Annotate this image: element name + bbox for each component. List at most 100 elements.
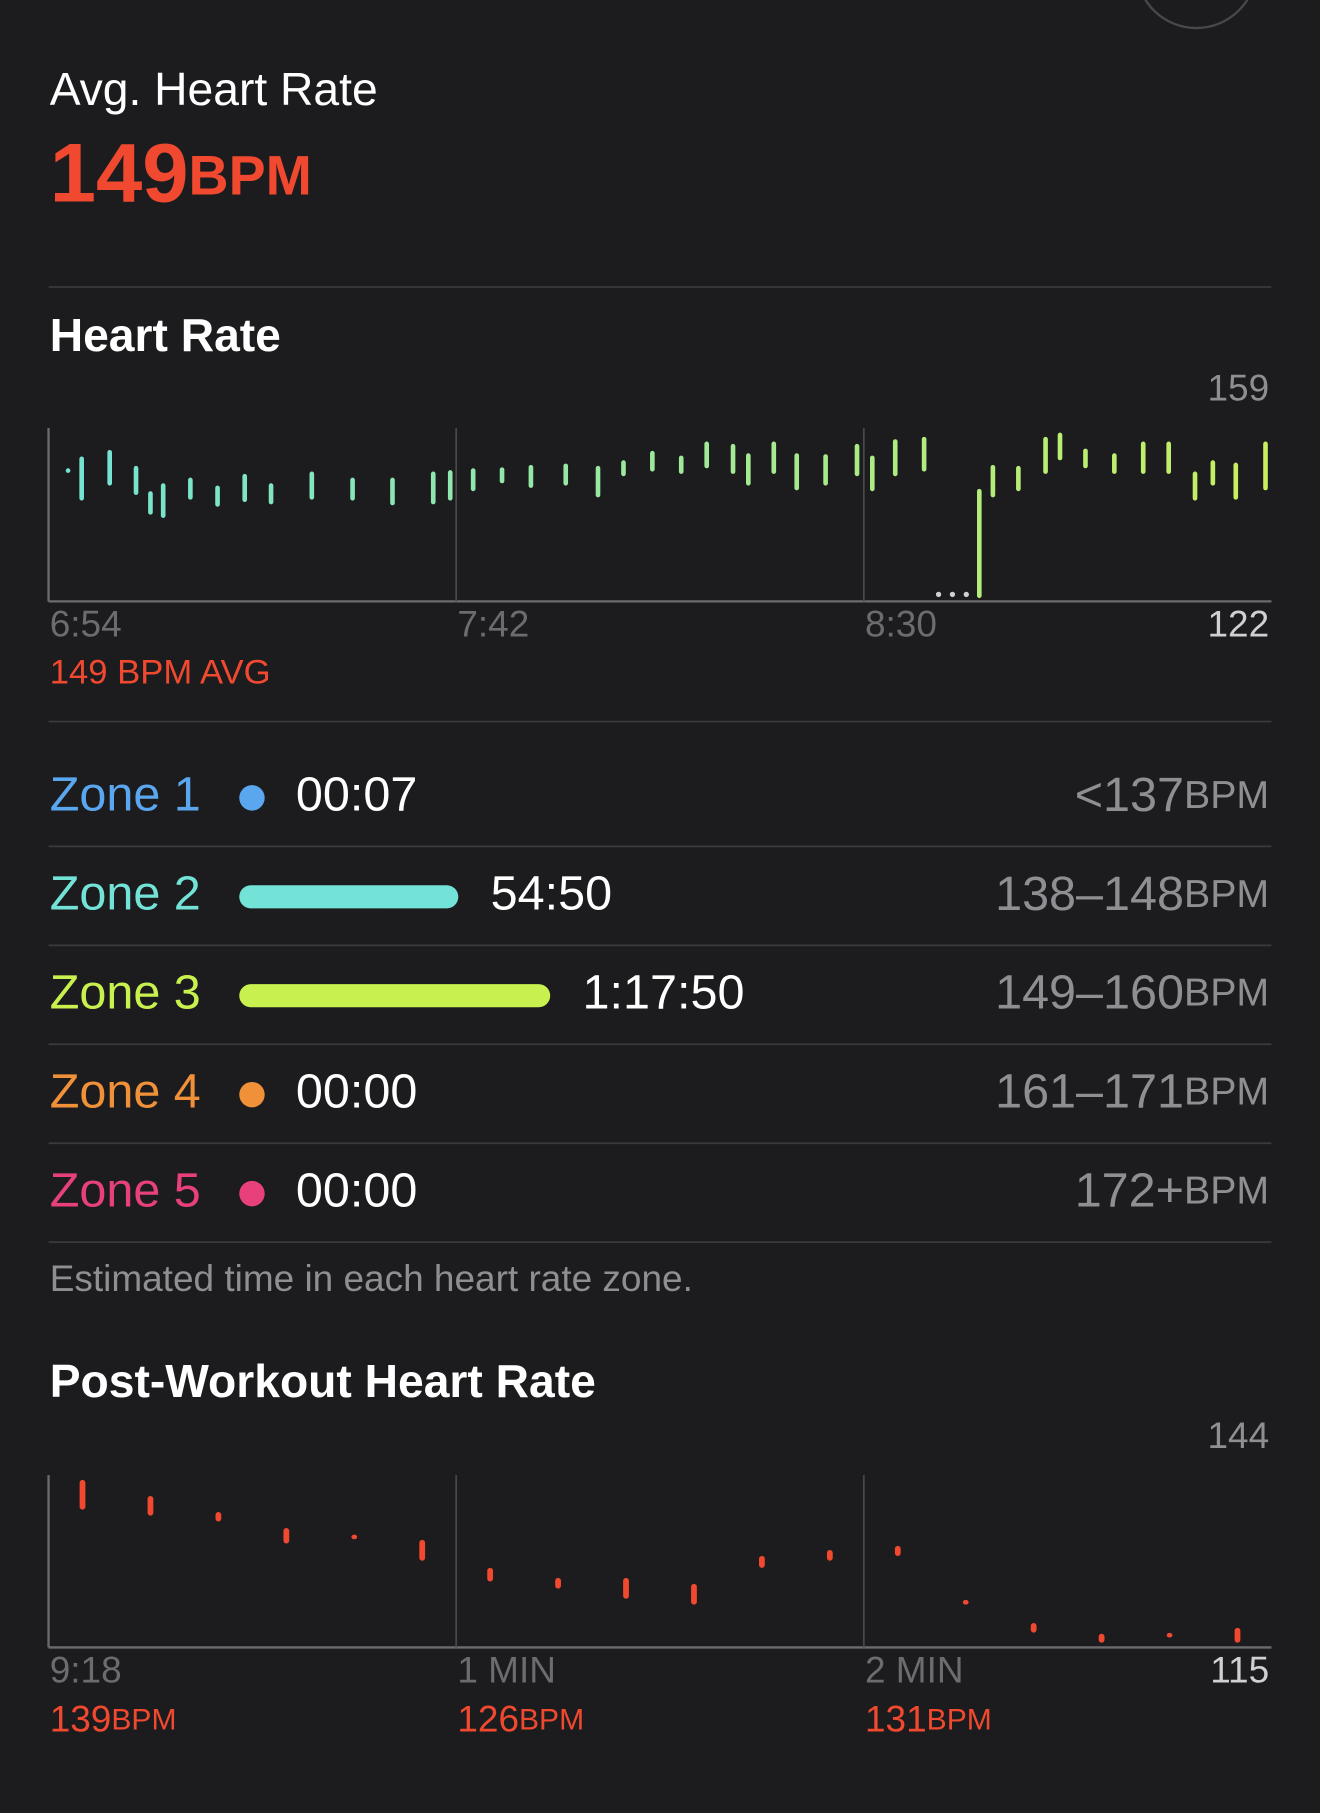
zone-time: 1:17:50 (583, 966, 745, 1020)
data-bar (990, 464, 996, 498)
data-bar (350, 477, 355, 501)
data-bar (691, 1583, 697, 1605)
y-tick-label: 115 (1210, 1650, 1269, 1691)
zone-name: Zone 5 (50, 1163, 201, 1217)
data-bar (730, 443, 736, 474)
data-bar (147, 1495, 154, 1516)
data-bar (1098, 1633, 1105, 1643)
data-bar (921, 436, 927, 472)
data-bar (65, 468, 71, 473)
data-bar (555, 1577, 561, 1589)
data-bar (623, 1577, 629, 1599)
data-bar (79, 456, 84, 501)
close-button[interactable] (1136, 0, 1256, 30)
data-bar (1016, 465, 1021, 492)
x-tick-label: 7:42 (457, 604, 529, 645)
tick-value-unit: BPM (111, 1703, 176, 1736)
tick-value-number: 139 (50, 1698, 112, 1739)
data-bar (1140, 441, 1146, 474)
y-tick-label: 122 (1207, 604, 1269, 645)
zone-dot (239, 785, 265, 811)
x-tick-label: 6:54 (50, 604, 122, 645)
data-bar (854, 443, 860, 477)
data-bar (79, 1479, 86, 1510)
tick-value-number: 126 (457, 1698, 519, 1739)
data-bar (1192, 471, 1198, 501)
x-tick-label: 9:18 (50, 1650, 122, 1691)
zone-range: 172+BPM (1075, 1163, 1269, 1217)
zone-bar (239, 885, 459, 909)
zone-time: 00:00 (296, 1065, 417, 1119)
x-tick-label: 8:30 (865, 604, 937, 645)
zone-range-unit: BPM (1184, 1169, 1269, 1213)
data-bar (215, 485, 220, 507)
data-bar (1043, 436, 1048, 474)
data-bar (563, 463, 569, 486)
zone-note: Estimated time in each heart rate zone. (50, 1258, 693, 1299)
data-bar (133, 465, 139, 495)
data-bar (759, 1555, 765, 1568)
x-tick-label: 2 MIN (865, 1650, 964, 1691)
data-bar (1234, 1627, 1241, 1643)
y-tick-label: 144 (1207, 1415, 1269, 1456)
data-bar (351, 1534, 358, 1540)
avg-unit: BPM (189, 144, 312, 206)
data-bar (309, 471, 315, 500)
zone-name: Zone 1 (50, 768, 201, 822)
data-bar (390, 477, 395, 506)
data-bar (794, 453, 800, 491)
data-bar (1233, 462, 1239, 500)
data-bar (242, 473, 248, 503)
data-bar (215, 1512, 222, 1522)
data-bar (419, 1539, 426, 1561)
data-bar (771, 441, 777, 474)
zone-dot (239, 1081, 265, 1108)
data-bar (447, 470, 453, 501)
x-tick-label: 1 MIN (457, 1650, 556, 1691)
zone-name: Zone 3 (50, 966, 201, 1020)
zone-range-value: 149–160 (995, 966, 1184, 1020)
data-bar (1166, 441, 1172, 474)
y-tick-label: 159 (1207, 368, 1269, 409)
data-bar (188, 477, 193, 500)
zone-range-unit: BPM (1184, 872, 1269, 916)
zone-range-unit: BPM (1184, 1070, 1269, 1114)
tick-value: 131BPM (865, 1698, 992, 1739)
data-bar (621, 460, 626, 477)
data-bar (1263, 441, 1268, 491)
data-bar (977, 488, 982, 599)
gap-dot (935, 591, 942, 598)
gap-dot (949, 591, 956, 598)
data-bar (487, 1567, 494, 1582)
avg-value: 149BPM (50, 126, 312, 219)
tick-value-number: 131 (865, 1698, 927, 1739)
zone-range-value: 172+ (1075, 1163, 1184, 1217)
chart-title: Heart Rate (50, 309, 281, 361)
data-bar (1166, 1632, 1173, 1638)
zone-range-unit: BPM (1184, 773, 1269, 817)
data-bar (283, 1528, 290, 1544)
zone-range-value: 161–171 (995, 1065, 1184, 1119)
tick-value: 126BPM (457, 1698, 584, 1739)
zone-range: 138–148BPM (995, 867, 1269, 921)
zone-dot (239, 1180, 265, 1207)
data-bar (148, 491, 153, 515)
zone-range-value: <137 (1075, 768, 1184, 822)
zone-range: 149–160BPM (995, 966, 1269, 1020)
tick-value-unit: BPM (927, 1703, 992, 1736)
data-bar (430, 471, 436, 505)
data-bar (107, 449, 113, 486)
data-bar (892, 439, 898, 477)
data-bar (704, 441, 710, 469)
zone-time: 00:07 (296, 768, 417, 822)
data-bar (746, 453, 751, 486)
data-bar (470, 468, 476, 492)
data-bar (1112, 453, 1117, 474)
zone-range-value: 138–148 (995, 867, 1184, 921)
data-bar (1083, 448, 1088, 469)
data-bar (528, 464, 534, 488)
data-bar (962, 1599, 969, 1605)
data-bar (1057, 432, 1063, 461)
